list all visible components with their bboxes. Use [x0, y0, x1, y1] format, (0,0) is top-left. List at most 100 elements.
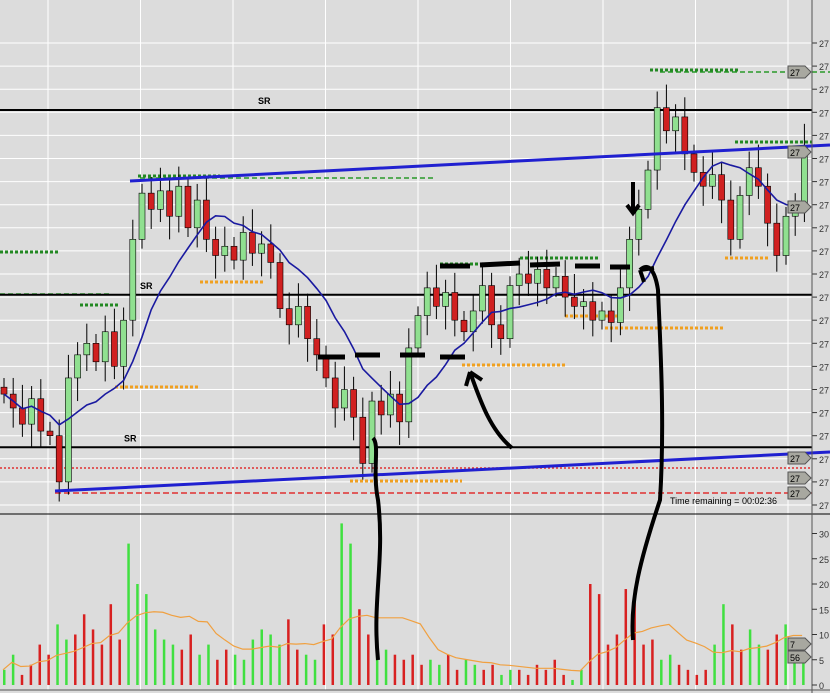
candle-up	[120, 319, 127, 367]
price-tick-label: 27	[819, 362, 829, 372]
volume-bar	[473, 664, 477, 685]
volume-tick-label: 15	[819, 605, 829, 615]
volume-bar	[731, 624, 734, 685]
volume-bar	[296, 649, 299, 685]
volume-bar	[3, 669, 6, 685]
time-remaining: Time remaining = 00:02:36	[670, 496, 777, 506]
volume-bar	[411, 654, 414, 685]
overlays	[3, 143, 830, 493]
volume-bar	[766, 649, 770, 685]
candle-down	[690, 153, 698, 173]
price-flag-label: 27	[790, 203, 800, 213]
candle-up	[83, 342, 91, 356]
volume-bar	[11, 654, 15, 685]
price-flag-label: 27	[790, 474, 800, 484]
candle-up	[175, 185, 183, 217]
candle-up	[469, 310, 477, 333]
volume-bar	[615, 634, 619, 685]
volume-bar	[793, 649, 796, 685]
price-tick-label: 27	[819, 501, 829, 511]
price-flag	[787, 65, 812, 79]
volume-bar	[367, 634, 370, 685]
price-flag	[787, 471, 812, 485]
volume-bar	[455, 669, 459, 685]
moving-average-line	[3, 161, 805, 426]
volume-bar	[100, 644, 104, 685]
volume-bar	[278, 644, 281, 685]
price-tick-label: 27	[819, 409, 829, 419]
candle-down	[350, 389, 357, 418]
candle-up	[74, 354, 81, 379]
candles	[0, 84, 808, 502]
volume-bar	[589, 584, 592, 685]
volume-bar	[464, 659, 468, 685]
sr-label: SR	[140, 281, 153, 291]
volume-bar	[606, 644, 610, 685]
candle-down	[561, 276, 569, 298]
volume-bar	[748, 629, 752, 685]
candle-up	[736, 195, 744, 240]
volume-bar	[429, 659, 432, 685]
candle-up	[534, 269, 541, 284]
candle-down	[525, 273, 532, 284]
sr-label: SR	[258, 96, 271, 106]
volume-bar	[402, 659, 406, 685]
volume-bar	[562, 674, 565, 685]
candle-down	[377, 400, 385, 416]
candle-down	[718, 174, 725, 201]
candle-up	[782, 215, 790, 256]
candle-up	[295, 306, 302, 326]
candle-up	[28, 398, 35, 425]
volume-bar	[340, 523, 343, 685]
candle-down	[19, 407, 26, 425]
volume-bar	[127, 543, 130, 685]
candle-down	[396, 393, 403, 423]
candle-up	[442, 292, 449, 307]
volume-tick-label: 25	[819, 555, 829, 565]
candle-up	[414, 315, 422, 349]
volume-bar	[695, 674, 699, 685]
candle-up	[423, 287, 431, 316]
volume-bar	[322, 624, 326, 685]
candle-up	[552, 276, 560, 289]
volume-bar	[180, 649, 184, 685]
hand-drawn-annotations	[318, 182, 665, 661]
volume-bar	[500, 674, 503, 685]
volume-bar	[198, 654, 201, 685]
volume-bar	[349, 543, 352, 685]
volume-bar	[580, 669, 583, 685]
price-flag	[787, 200, 812, 214]
candle-up	[479, 285, 486, 312]
candle-down	[331, 377, 339, 409]
candle-down	[276, 262, 284, 309]
volume-bar	[74, 634, 77, 685]
volume-tick-label: 0	[819, 681, 824, 691]
candle-down	[37, 398, 45, 432]
candle-down	[451, 292, 459, 321]
price-tick-label: 27	[819, 62, 829, 72]
candle-up	[580, 301, 587, 307]
volume-bar	[331, 634, 335, 685]
candle-down	[543, 269, 551, 289]
candle-down	[359, 416, 367, 464]
volume-bar	[287, 619, 290, 685]
volume-bar	[517, 669, 521, 685]
candle-up	[65, 377, 72, 483]
volume-bar	[269, 634, 272, 685]
volume-tick-label: 30	[819, 530, 829, 540]
volume-bar	[162, 639, 166, 685]
volume-bar	[189, 634, 192, 685]
candle-up	[653, 107, 661, 171]
volume-bar	[802, 644, 805, 685]
candle-down	[55, 435, 63, 483]
candle-up	[138, 192, 146, 240]
volume-bar	[633, 599, 636, 685]
volume-bar	[553, 659, 557, 685]
volume-bar	[571, 679, 574, 685]
volume-bar	[313, 659, 317, 685]
candle-up	[709, 174, 716, 187]
volume-bar	[29, 664, 33, 685]
candle-down	[755, 167, 762, 187]
candle-down	[313, 338, 321, 356]
